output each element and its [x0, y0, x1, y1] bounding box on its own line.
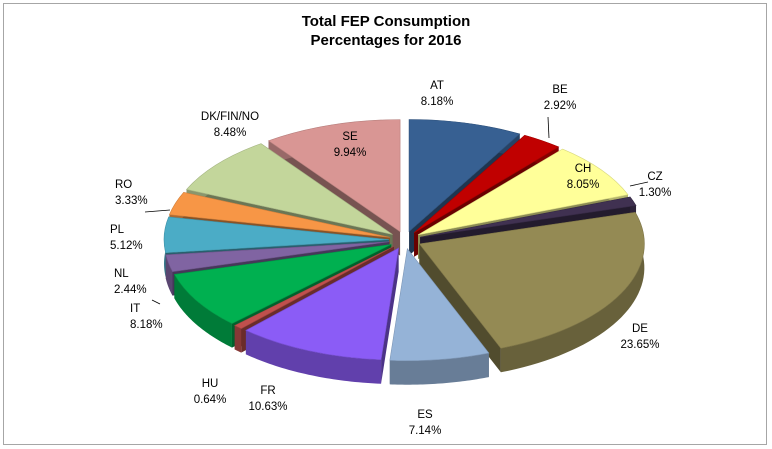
- leader-line-ro: [144, 209, 171, 213]
- slice-top-be: [413, 134, 560, 234]
- slice-label-ch: CH: [575, 163, 592, 175]
- slice-value-it: 8.18%: [130, 319, 163, 331]
- slice-value-de: 23.65%: [620, 339, 659, 351]
- slice-label-nl: NL: [114, 268, 129, 280]
- slice-value-dk-fin-no: 8.48%: [214, 127, 247, 139]
- slice-label-fr: FR: [260, 385, 275, 397]
- slice-label-cz: CZ: [647, 171, 662, 183]
- slice-top-nl: [165, 241, 390, 272]
- slice-top-dk-fin-no: [185, 143, 393, 235]
- slice-value-ro: 3.33%: [115, 195, 148, 207]
- chart-title-line2: Percentages for 2016: [310, 32, 462, 49]
- slice-label-it: IT: [130, 303, 140, 315]
- slice-value-ch: 8.05%: [567, 179, 600, 191]
- slice-wall-end-de: [419, 243, 501, 373]
- slice-rim-fr: [245, 330, 382, 384]
- slice-value-at: 8.18%: [421, 96, 454, 108]
- leader-line-cz: [629, 181, 649, 187]
- slice-top-de: [418, 211, 645, 349]
- slice-value-fr: 10.63%: [248, 401, 287, 413]
- slice-rim-it: [174, 274, 232, 348]
- slice-top-fr: [245, 247, 399, 361]
- slice-top-at: [408, 119, 521, 233]
- slice-rim-hu: [234, 325, 242, 353]
- chart-title: Total FEP Consumption Percentages for 20…: [0, 12, 772, 50]
- slice-top-cz: [420, 196, 637, 238]
- slice-value-be: 2.92%: [544, 100, 577, 112]
- slice-top-pl: [163, 216, 390, 254]
- slice-label-se: SE: [342, 131, 358, 143]
- slice-rim-de: [500, 212, 645, 373]
- chart-title-line1: Total FEP Consumption: [301, 13, 471, 30]
- slice-es: [389, 247, 490, 385]
- slice-value-cz: 1.30%: [639, 187, 672, 199]
- slice-top-es: [389, 247, 490, 361]
- slice-label-at: AT: [430, 80, 444, 92]
- slice-label-de: DE: [632, 323, 648, 335]
- slice-value-hu: 0.64%: [194, 394, 227, 406]
- slice-top-se: [267, 119, 401, 233]
- slice-value-nl: 2.44%: [114, 284, 147, 296]
- leader-line-be: [547, 116, 550, 139]
- slice-fr: [245, 247, 399, 384]
- slice-top-ch: [417, 148, 629, 236]
- slice-label-be: BE: [552, 84, 568, 96]
- slice-value-pl: 5.12%: [110, 240, 143, 252]
- slice-label-ro: RO: [115, 179, 132, 191]
- slice-label-hu: HU: [202, 378, 219, 390]
- slice-rim-nl: [165, 254, 173, 296]
- slice-value-se: 9.94%: [334, 147, 367, 159]
- slice-de: [418, 211, 645, 373]
- slice-top-ro: [169, 191, 390, 238]
- slice-value-es: 7.14%: [409, 425, 442, 437]
- slice-top-it: [173, 244, 392, 324]
- leader-line-nl: [151, 299, 161, 305]
- slice-wall-start-fr: [381, 248, 399, 384]
- slice-label-dk-fin-no: DK/FIN/NO: [201, 111, 259, 123]
- slice-label-pl: PL: [110, 224, 125, 236]
- slice-top-hu: [234, 246, 395, 329]
- slice-rim-es: [389, 353, 489, 385]
- slice-label-es: ES: [417, 409, 433, 421]
